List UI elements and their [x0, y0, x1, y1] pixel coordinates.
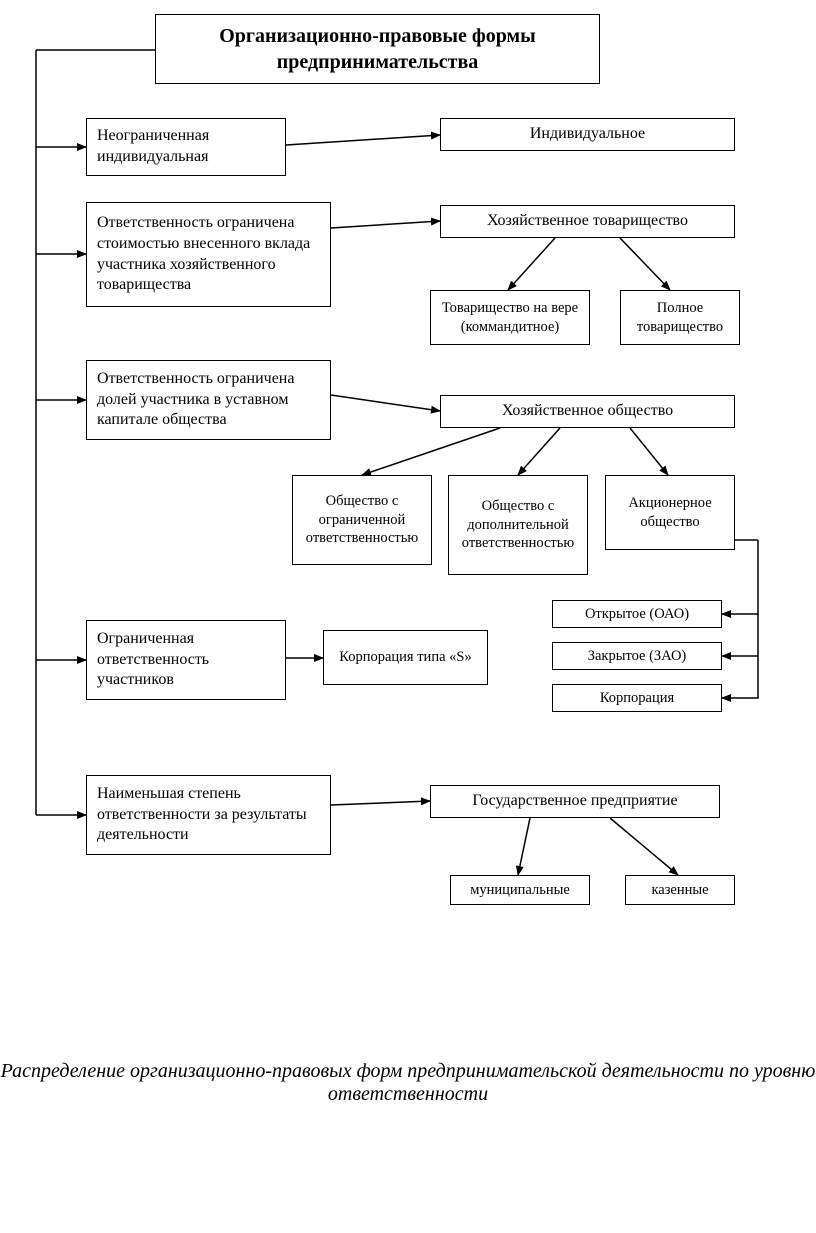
right-rS-text: Корпорация типа «S» — [339, 648, 471, 667]
right-r2b-text: Полное товарищество — [631, 299, 729, 337]
right-r3c3: Корпорация — [552, 684, 722, 712]
left-l1: Неограниченная индивидуальная — [86, 118, 286, 176]
left-l1-text: Неограниченная индивидуальная — [97, 126, 275, 168]
left-l4: Ограниченная ответственность участников — [86, 620, 286, 700]
left-l5-text: Наименьшая степень ответственности за ре… — [97, 784, 320, 846]
right-rS: Корпорация типа «S» — [323, 630, 488, 685]
title-text: Организационно-правовые формы предприним… — [166, 23, 589, 75]
right-r5b-text: казенные — [651, 881, 708, 900]
title-box: Организационно-правовые формы предприним… — [155, 14, 600, 84]
right-r5a-text: муниципальные — [470, 881, 570, 900]
right-r2-text: Хозяйственное товарищество — [487, 211, 688, 232]
left-l2-text: Ответственность ограничена стоимостью вн… — [97, 213, 320, 296]
right-r2a: Товарищество на вере (коммандитное) — [430, 290, 590, 345]
right-r3c: Акционерное общество — [605, 475, 735, 550]
right-r2: Хозяйственное товарищество — [440, 205, 735, 238]
right-r5-text: Государственное предприятие — [472, 791, 677, 812]
right-r3: Хозяйственное общество — [440, 395, 735, 428]
left-l3: Ответственность ограничена долей участни… — [86, 360, 331, 440]
caption-text: Распределение организационно-правовых фо… — [1, 1060, 816, 1105]
caption: Распределение организационно-правовых фо… — [0, 1060, 816, 1106]
right-r1-text: Индивидуальное — [530, 124, 645, 145]
right-r3a: Общество с ограниченной ответственностью — [292, 475, 432, 565]
right-r1: Индивидуальное — [440, 118, 735, 151]
right-r5a: муниципальные — [450, 875, 590, 905]
right-r5b: казенные — [625, 875, 735, 905]
right-r3-text: Хозяйственное общество — [502, 401, 673, 422]
right-r5: Государственное предприятие — [430, 785, 720, 818]
left-l3-text: Ответственность ограничена долей участни… — [97, 369, 320, 431]
right-r2b: Полное товарищество — [620, 290, 740, 345]
right-r3c1-text: Открытое (ОАО) — [585, 605, 689, 624]
right-r3c2-text: Закрытое (ЗАО) — [588, 647, 687, 666]
right-r3b-text: Общество с дополнительной ответственност… — [459, 497, 577, 554]
left-l2: Ответственность ограничена стоимостью вн… — [86, 202, 331, 307]
right-r2a-text: Товарищество на вере (коммандитное) — [441, 299, 579, 337]
right-r3c2: Закрытое (ЗАО) — [552, 642, 722, 670]
right-r3b: Общество с дополнительной ответственност… — [448, 475, 588, 575]
left-l4-text: Ограниченная ответственность участников — [97, 629, 275, 691]
right-r3a-text: Общество с ограниченной ответственностью — [303, 492, 421, 549]
left-l5: Наименьшая степень ответственности за ре… — [86, 775, 331, 855]
right-r3c1: Открытое (ОАО) — [552, 600, 722, 628]
right-r3c-text: Акционерное общество — [616, 494, 724, 532]
right-r3c3-text: Корпорация — [600, 689, 674, 708]
